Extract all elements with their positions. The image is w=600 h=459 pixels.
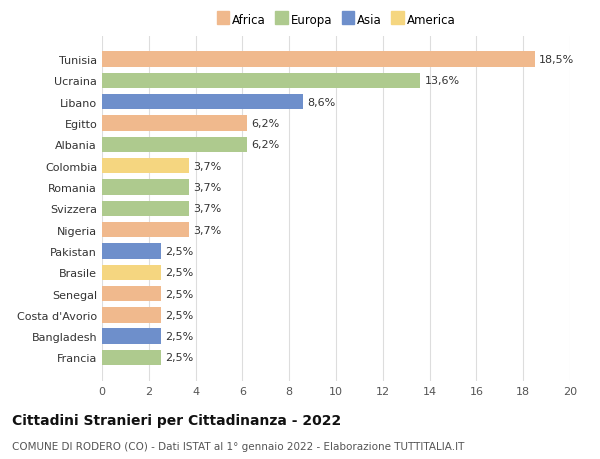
Text: 8,6%: 8,6% (307, 98, 336, 107)
Legend: Africa, Europa, Asia, America: Africa, Europa, Asia, America (214, 11, 458, 29)
Text: 2,5%: 2,5% (165, 353, 193, 363)
Bar (102, 201, 188, 217)
Bar (102, 159, 188, 174)
Bar (102, 137, 247, 153)
Text: 3,7%: 3,7% (193, 183, 221, 193)
Bar (102, 286, 161, 302)
Text: Cittadini Stranieri per Cittadinanza - 2022: Cittadini Stranieri per Cittadinanza - 2… (12, 413, 341, 427)
Bar (102, 308, 161, 323)
Text: 13,6%: 13,6% (424, 76, 460, 86)
Bar (102, 116, 247, 131)
Bar (102, 73, 420, 89)
Text: 2,5%: 2,5% (165, 268, 193, 278)
Text: 6,2%: 6,2% (251, 140, 280, 150)
Text: 2,5%: 2,5% (165, 331, 193, 341)
Text: 18,5%: 18,5% (539, 55, 574, 65)
Text: COMUNE DI RODERO (CO) - Dati ISTAT al 1° gennaio 2022 - Elaborazione TUTTITALIA.: COMUNE DI RODERO (CO) - Dati ISTAT al 1°… (12, 441, 464, 451)
Text: 2,5%: 2,5% (165, 310, 193, 320)
Text: 3,7%: 3,7% (193, 161, 221, 171)
Bar (102, 329, 161, 344)
Text: 3,7%: 3,7% (193, 225, 221, 235)
Text: 3,7%: 3,7% (193, 204, 221, 214)
Bar (102, 52, 535, 67)
Bar (102, 223, 188, 238)
Text: 2,5%: 2,5% (165, 289, 193, 299)
Bar (102, 180, 188, 195)
Bar (102, 265, 161, 280)
Bar (102, 244, 161, 259)
Text: 2,5%: 2,5% (165, 246, 193, 257)
Bar (102, 350, 161, 365)
Bar (102, 95, 303, 110)
Text: 6,2%: 6,2% (251, 119, 280, 129)
